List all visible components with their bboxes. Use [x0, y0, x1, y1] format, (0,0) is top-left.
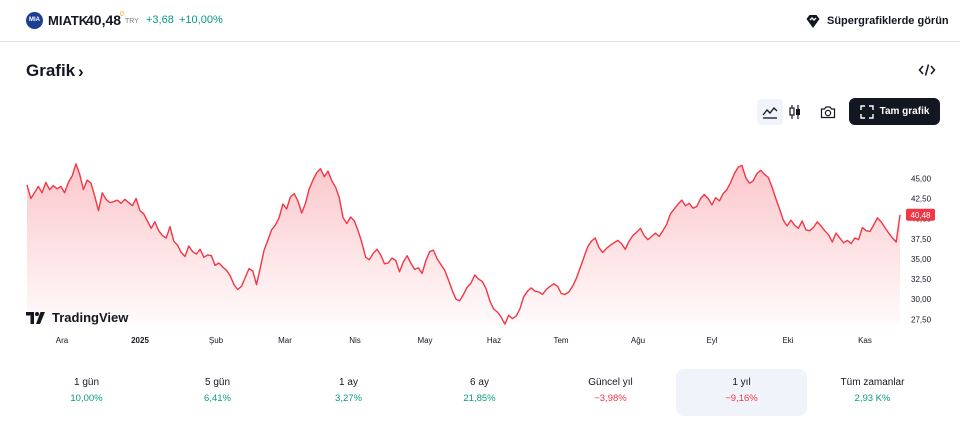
- price-line[interactable]: [26, 163, 901, 325]
- period-label: 1 yıl: [732, 377, 751, 388]
- period-change-value: −9,16%: [725, 393, 758, 404]
- x-tick-label: 2025: [131, 336, 149, 345]
- price-area-fill: [27, 163, 900, 325]
- supercharts-link[interactable]: Süpergrafiklerde görün: [805, 11, 949, 31]
- y-tick-label: 30,00: [911, 295, 932, 304]
- period-label: Güncel yıl: [588, 377, 633, 388]
- period-tab[interactable]: 6 ay 21,85%: [414, 369, 545, 416]
- symbol-header: MIA MIATK 40,48 0 TRY +3,68 +10,00% Süpe…: [0, 0, 960, 42]
- fullscreen-icon: [859, 104, 874, 119]
- period-change-value: 21,85%: [463, 393, 496, 404]
- x-tick-label: Mar: [278, 336, 292, 345]
- chevron-right-icon[interactable]: ›: [78, 62, 84, 81]
- period-change-value: −3,98%: [594, 393, 627, 404]
- period-tab[interactable]: 1 gün 10,00%: [21, 369, 152, 416]
- period-selector: 1 gün 10,00% 5 gün 6,41% 1 ay 3,27% 6 ay 21,85%…: [21, 369, 939, 416]
- x-tick-label: Nis: [349, 336, 361, 345]
- price-chart[interactable]: 45,0042,5040,0037,5035,0032,5030,0027,50…: [0, 130, 960, 350]
- period-change-value: 10,00%: [70, 393, 103, 404]
- y-tick-label: 42,50: [911, 195, 932, 204]
- x-tick-label: Şub: [209, 336, 224, 345]
- period-label: 6 ay: [470, 377, 489, 388]
- candles-button[interactable]: [782, 99, 808, 125]
- period-label: Tüm zamanlar: [840, 377, 905, 388]
- embed-code-icon[interactable]: [918, 62, 936, 78]
- y-tick-label: 27,50: [911, 315, 932, 324]
- y-tick-label: 32,50: [911, 275, 932, 284]
- y-tick-label: 37,50: [911, 235, 932, 244]
- x-tick-label: Kas: [858, 336, 872, 345]
- x-tick-label: Eki: [782, 336, 793, 345]
- x-tick-label: Eyl: [706, 336, 717, 345]
- screenshot-button[interactable]: [815, 99, 841, 125]
- section-title[interactable]: Grafik: [26, 61, 76, 80]
- x-tick-label: May: [417, 336, 432, 345]
- tradingview-logo[interactable]: TradingView: [26, 310, 128, 325]
- price-marker: 0: [120, 11, 124, 18]
- period-label: 5 gün: [204, 377, 231, 388]
- x-tick-label: Ara: [56, 336, 69, 345]
- y-tick-label: 35,00: [911, 255, 932, 264]
- symbol-name[interactable]: MIATK: [48, 13, 89, 28]
- period-tab[interactable]: Tüm zamanlar 2,93 K%: [807, 369, 938, 416]
- full-chart-button[interactable]: Tam grafik: [849, 98, 940, 125]
- tradingview-label: TradingView: [52, 310, 129, 325]
- last-price: 40,48: [86, 12, 122, 28]
- camera-icon: [820, 106, 836, 119]
- period-label: 1 ay: [339, 377, 358, 388]
- x-tick-label: Ağu: [631, 336, 645, 345]
- x-tick-label: Tem: [553, 336, 568, 345]
- price-change-percent: +10,00%: [179, 14, 223, 26]
- period-label: 1 gün: [73, 377, 100, 388]
- period-tab[interactable]: Güncel yıl −3,98%: [545, 369, 676, 416]
- period-tab[interactable]: 1 ay 3,27%: [283, 369, 414, 416]
- last-price-badge: [906, 208, 935, 221]
- tradingview-icon: [26, 311, 45, 324]
- x-tick-label: Haz: [487, 336, 501, 345]
- period-change-value: 3,27%: [335, 393, 362, 404]
- currency-label: TRY: [125, 18, 139, 25]
- y-tick-label: 45,00: [911, 174, 932, 183]
- period-change-value: 2,93 K%: [854, 393, 891, 404]
- full-chart-label: Tam grafik: [879, 106, 930, 117]
- supercharts-icon: [806, 15, 820, 28]
- last-price-badge-label: 40,48: [910, 211, 931, 220]
- company-logo: MIA: [26, 12, 43, 29]
- line-chart-button[interactable]: [757, 99, 783, 125]
- period-tab[interactable]: 1 yıl −9,16%: [676, 369, 807, 416]
- price-change: +3,68: [146, 14, 174, 26]
- line-chart-icon: [762, 107, 778, 119]
- candles-icon: [789, 105, 800, 119]
- period-change-value: 6,41%: [204, 393, 231, 404]
- period-tab[interactable]: 5 gün 6,41%: [152, 369, 283, 416]
- supercharts-label: Süpergrafiklerde görün: [827, 15, 949, 27]
